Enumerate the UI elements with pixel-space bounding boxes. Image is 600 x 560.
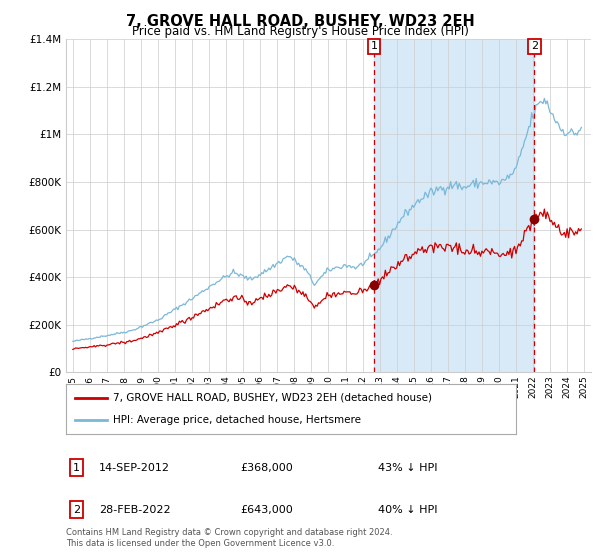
Text: 2: 2 bbox=[73, 505, 80, 515]
Text: £368,000: £368,000 bbox=[240, 463, 293, 473]
Text: 7, GROVE HALL ROAD, BUSHEY, WD23 2EH: 7, GROVE HALL ROAD, BUSHEY, WD23 2EH bbox=[125, 14, 475, 29]
Text: 1: 1 bbox=[370, 41, 377, 52]
Text: 14-SEP-2012: 14-SEP-2012 bbox=[99, 463, 170, 473]
Text: £643,000: £643,000 bbox=[240, 505, 293, 515]
Text: 40% ↓ HPI: 40% ↓ HPI bbox=[378, 505, 437, 515]
Text: Price paid vs. HM Land Registry's House Price Index (HPI): Price paid vs. HM Land Registry's House … bbox=[131, 25, 469, 38]
Text: 28-FEB-2022: 28-FEB-2022 bbox=[99, 505, 170, 515]
Text: HPI: Average price, detached house, Hertsmere: HPI: Average price, detached house, Hert… bbox=[113, 415, 361, 425]
Bar bbox=[374, 39, 535, 372]
Text: 43% ↓ HPI: 43% ↓ HPI bbox=[378, 463, 437, 473]
Text: 1: 1 bbox=[73, 463, 80, 473]
Text: 2: 2 bbox=[531, 41, 538, 52]
Text: 7, GROVE HALL ROAD, BUSHEY, WD23 2EH (detached house): 7, GROVE HALL ROAD, BUSHEY, WD23 2EH (de… bbox=[113, 393, 432, 403]
Text: Contains HM Land Registry data © Crown copyright and database right 2024.
This d: Contains HM Land Registry data © Crown c… bbox=[66, 528, 392, 548]
